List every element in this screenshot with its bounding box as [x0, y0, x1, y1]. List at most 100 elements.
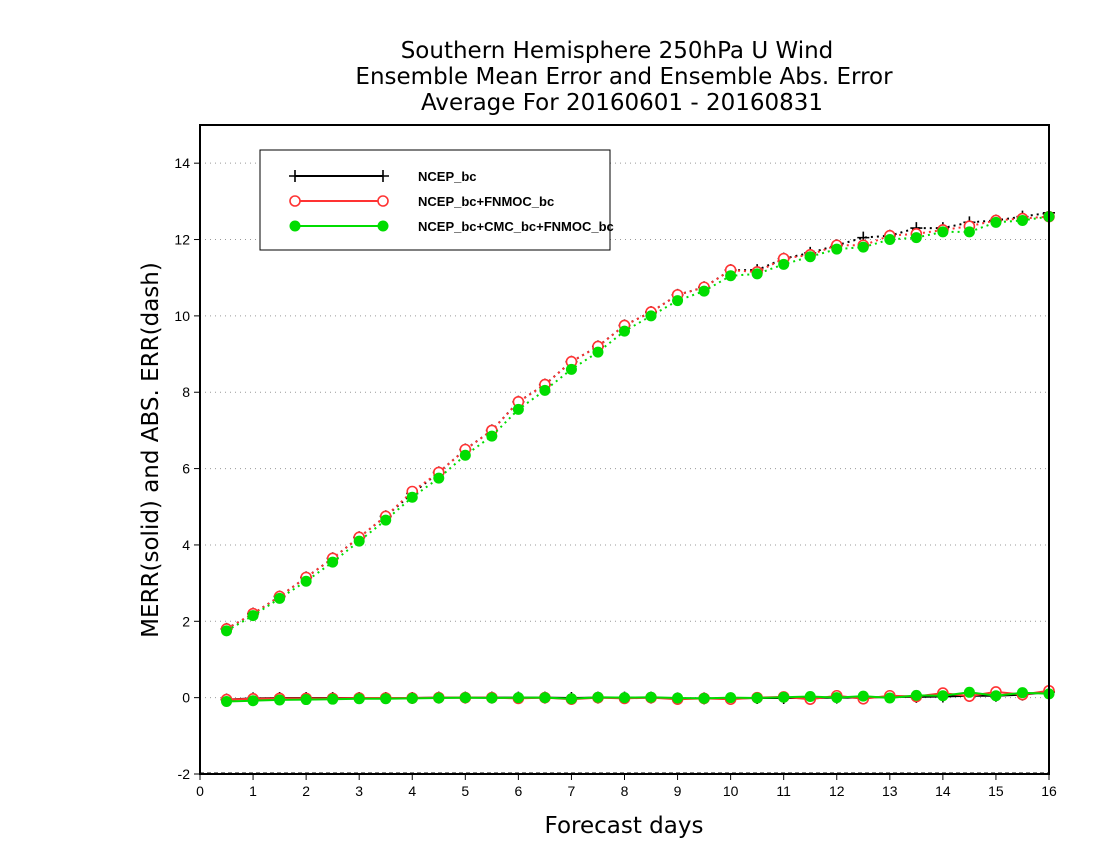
filled-circle-marker [406, 692, 418, 704]
filled-circle-marker [804, 691, 816, 703]
filled-circle-marker [327, 693, 339, 705]
filled-circle-marker [380, 514, 392, 526]
filled-circle-marker [327, 556, 339, 568]
x-tick-label: 8 [621, 783, 629, 799]
filled-circle-marker [857, 241, 869, 253]
filled-circle-marker [990, 690, 1002, 702]
filled-circle-marker [619, 325, 630, 337]
filled-circle-marker [910, 232, 922, 244]
legend-plus-marker [289, 170, 389, 182]
filled-circle-marker [539, 692, 551, 704]
x-tick-label: 1 [249, 783, 257, 799]
legend-item: NCEP_bc+CMC_bc+FNMOC_bc [289, 219, 614, 234]
filled-circle-marker [831, 243, 843, 255]
title-line-3: Average For 20160601 - 20160831 [421, 90, 823, 116]
filled-circle-marker [565, 363, 577, 375]
filled-circle-marker [963, 686, 975, 698]
series-group [220, 206, 1055, 706]
legend-label-ncep-fnmoc: NCEP_bc+FNMOC_bc [418, 194, 554, 209]
filled-circle-marker [592, 346, 604, 358]
filled-circle-marker [751, 268, 763, 280]
x-tick-label: 12 [829, 783, 845, 799]
abs-err-line [226, 215, 1050, 632]
filled-circle-marker [778, 258, 790, 270]
filled-circle-marker [380, 693, 392, 705]
filled-circle-marker [857, 690, 869, 702]
filled-circle-marker [645, 310, 657, 322]
filled-circle-marker [1016, 214, 1028, 226]
legend-item: NCEP_bc+FNMOC_bc [289, 194, 554, 209]
legend: NCEP_bc NCEP_bc+FNMOC_bc NCEP_bc+CMC_bc+… [259, 149, 614, 251]
filled-circle-marker [592, 691, 604, 703]
y-tick-label: 4 [182, 537, 190, 553]
abs-err-line [226, 215, 1050, 630]
x-tick-label: 7 [568, 783, 576, 799]
filled-circle-marker [698, 692, 710, 704]
filled-circle-marker [804, 251, 816, 263]
legend-open-circle-marker [289, 195, 301, 207]
filled-circle-marker [406, 491, 418, 503]
filled-circle-marker [274, 592, 286, 604]
legend-item: NCEP_bc [289, 169, 477, 184]
x-tick-label: 9 [674, 783, 682, 799]
x-tick-label: 15 [988, 783, 1004, 799]
filled-circle-marker [884, 692, 896, 704]
x-tick-label: 11 [776, 783, 791, 799]
x-tick-label: 13 [882, 783, 898, 799]
series-group [220, 210, 1055, 706]
filled-circle-marker [433, 692, 445, 704]
legend-open-circle-marker [377, 195, 389, 207]
filled-circle-marker [672, 692, 684, 704]
filled-circle-marker [221, 695, 233, 707]
filled-circle-marker [274, 694, 286, 706]
filled-circle-marker [751, 692, 763, 704]
y-tick-label: 6 [182, 461, 190, 477]
x-tick-label: 4 [408, 783, 416, 799]
filled-circle-marker [353, 535, 365, 547]
series-group [221, 211, 1055, 707]
legend-label-ncep-cmc-fnmoc: NCEP_bc+CMC_bc+FNMOC_bc [418, 219, 614, 234]
x-tick-label: 10 [723, 783, 739, 799]
filled-circle-marker [725, 692, 737, 704]
legend-label-ncep-bc: NCEP_bc [418, 169, 477, 184]
title-line-1: Southern Hemisphere 250hPa U Wind [401, 38, 834, 64]
filled-circle-marker [300, 694, 312, 706]
x-tick-label: 2 [302, 783, 310, 799]
filled-circle-marker [539, 384, 551, 396]
filled-circle-marker [990, 216, 1002, 228]
y-tick-label: 10 [174, 308, 190, 324]
y-axis-label: MERR(solid) and ABS. ERR(dash) [138, 262, 164, 638]
filled-circle-marker [459, 692, 471, 704]
filled-circle-marker [619, 692, 630, 704]
x-axis-label: Forecast days [545, 813, 704, 839]
y-tick-label: 8 [182, 384, 190, 400]
filled-circle-marker [512, 403, 524, 415]
x-tick-label: 14 [935, 783, 951, 799]
y-tick-label: 14 [174, 155, 190, 171]
filled-circle-marker [884, 234, 896, 246]
x-tick-label: 3 [355, 783, 363, 799]
filled-circle-marker [433, 472, 445, 484]
filled-circle-marker [698, 285, 710, 297]
filled-circle-marker [963, 226, 975, 238]
y-tick-label: -2 [178, 766, 191, 782]
filled-circle-marker [247, 610, 259, 622]
x-tick-label: 0 [196, 783, 204, 799]
filled-circle-marker [910, 689, 922, 701]
filled-circle-marker [1016, 687, 1028, 699]
y-tick-label: 0 [182, 690, 190, 706]
filled-circle-marker [459, 449, 471, 461]
filled-circle-marker [247, 695, 259, 707]
legend-filled-circle-marker [289, 220, 301, 232]
plot-frame [199, 124, 1050, 775]
filled-circle-marker [486, 692, 498, 704]
filled-circle-marker [937, 690, 949, 702]
x-tick-label: 16 [1041, 783, 1057, 799]
filled-circle-marker [221, 625, 233, 637]
x-tick-label: 6 [514, 783, 522, 799]
y-tick-label: 2 [182, 613, 190, 629]
filled-circle-marker [565, 693, 577, 705]
filled-circle-marker [778, 691, 790, 703]
legend-filled-circle-marker [377, 220, 389, 232]
